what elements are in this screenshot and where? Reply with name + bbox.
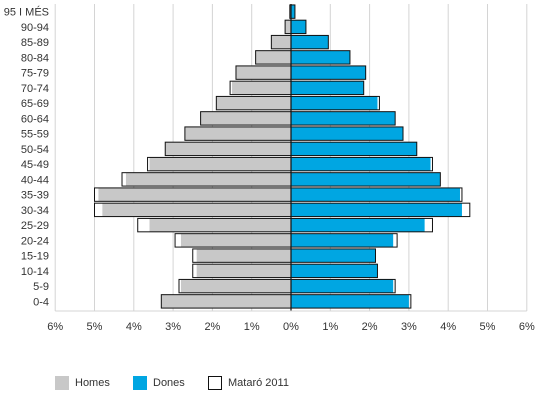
bar-dones-50-54 [291, 142, 417, 156]
bar-dones-10-14 [291, 264, 378, 278]
x-tick-label: 1% [244, 321, 260, 333]
bar-homes-90-94 [285, 20, 291, 34]
bar-homes-10-14 [196, 264, 291, 278]
bar-homes-85-89 [271, 35, 291, 49]
bar-dones-85-89 [291, 35, 329, 49]
legend-item-homes: Homes [55, 373, 110, 393]
bar-dones-35-39 [291, 187, 460, 202]
age-label: 90-94 [21, 22, 49, 34]
age-label: 65-69 [21, 98, 49, 110]
age-label: 0-4 [33, 296, 49, 308]
legend-swatch-homes [55, 376, 69, 390]
legend-swatch-dones [133, 376, 147, 390]
bar-homes-45-49 [149, 157, 291, 171]
bar-homes-75-79 [235, 65, 291, 80]
x-tick-label: 4% [440, 321, 456, 333]
x-tick-label: 4% [126, 321, 142, 333]
bar-dones-65-69 [291, 96, 378, 110]
legend-label-dones: Dones [153, 377, 185, 389]
mataro-outlines [94, 4, 471, 309]
axes [55, 4, 527, 312]
legend-swatch-mataro [208, 376, 222, 390]
bar-dones-40-44 [291, 172, 441, 187]
age-label: 70-74 [21, 83, 49, 95]
age-label: 30-34 [21, 205, 49, 217]
bar-homes-70-74 [232, 81, 291, 95]
age-label: 85-89 [21, 37, 49, 49]
age-label: 60-64 [21, 113, 49, 125]
bar-homes-20-24 [180, 233, 291, 248]
age-label: 50-54 [21, 144, 49, 156]
age-label: 40-44 [21, 174, 49, 186]
bar-dones-95 I MÉS [291, 4, 295, 19]
bar-homes-30-34 [102, 203, 291, 217]
x-tick-label: 1% [322, 321, 338, 333]
x-tick-label: 3% [401, 321, 417, 333]
age-label: 10-14 [21, 266, 49, 278]
age-label: 75-79 [21, 68, 49, 80]
x-tick-label: 0% [283, 321, 299, 333]
age-label: 95 I MÉS [4, 6, 49, 19]
bar-dones-90-94 [291, 20, 306, 34]
bar-dones-55-59 [291, 126, 404, 141]
bar-homes-55-59 [184, 126, 291, 141]
homes-bars [98, 4, 292, 309]
bar-dones-45-49 [291, 157, 431, 171]
age-label: 15-19 [21, 251, 49, 263]
legend-item-dones: Dones [133, 373, 185, 393]
x-tick-labels: 6% 5% 4% 3% 2% 1% 0% 1% 2% 3% 4% 5% 6% [47, 321, 535, 333]
bar-homes-50-54 [165, 142, 291, 156]
bar-homes-80-84 [255, 50, 291, 65]
bar-homes-35-39 [98, 187, 292, 202]
x-tick-label: 3% [165, 321, 181, 333]
age-label: 80-84 [21, 52, 49, 64]
bar-homes-60-64 [200, 111, 291, 126]
age-label: 5-9 [33, 281, 49, 293]
bar-dones-30-34 [291, 203, 462, 217]
age-label: 25-29 [21, 220, 49, 232]
bar-dones-80-84 [291, 50, 350, 65]
bar-dones-25-29 [291, 218, 425, 232]
x-tick-label: 6% [519, 321, 535, 333]
bar-dones-0-4 [291, 294, 409, 309]
bar-homes-0-4 [161, 294, 291, 309]
x-tick-label: 2% [362, 321, 378, 333]
legend: Homes Dones Mataró 2011 [0, 373, 535, 393]
x-tick-label: 6% [47, 321, 63, 333]
legend-label-mataro: Mataró 2011 [228, 377, 289, 389]
bar-homes-25-29 [149, 218, 291, 232]
dones-bars [291, 4, 462, 309]
bar-dones-20-24 [291, 233, 394, 248]
x-tick-label: 2% [204, 321, 220, 333]
bar-homes-5-9 [180, 279, 291, 293]
legend-label-homes: Homes [75, 377, 110, 389]
bar-dones-60-64 [291, 111, 396, 126]
bar-dones-75-79 [291, 65, 366, 80]
x-tick-label: 5% [87, 321, 103, 333]
bar-homes-15-19 [196, 248, 291, 263]
age-label: 20-24 [21, 235, 49, 247]
bar-dones-70-74 [291, 81, 364, 95]
legend-item-mataro: Mataró 2011 [208, 373, 289, 393]
age-group-labels: 0-4 5-9 10-14 15-19 20-24 25-29 30-34 35-39 40-4… [4, 6, 49, 309]
age-label: 55-59 [21, 129, 49, 141]
bar-homes-65-69 [216, 96, 291, 110]
bar-dones-15-19 [291, 248, 376, 263]
bar-homes-40-44 [125, 172, 291, 187]
x-tick-label: 5% [480, 321, 496, 333]
age-label: 35-39 [21, 190, 49, 202]
age-label: 45-49 [21, 159, 49, 171]
bar-dones-5-9 [291, 279, 394, 293]
